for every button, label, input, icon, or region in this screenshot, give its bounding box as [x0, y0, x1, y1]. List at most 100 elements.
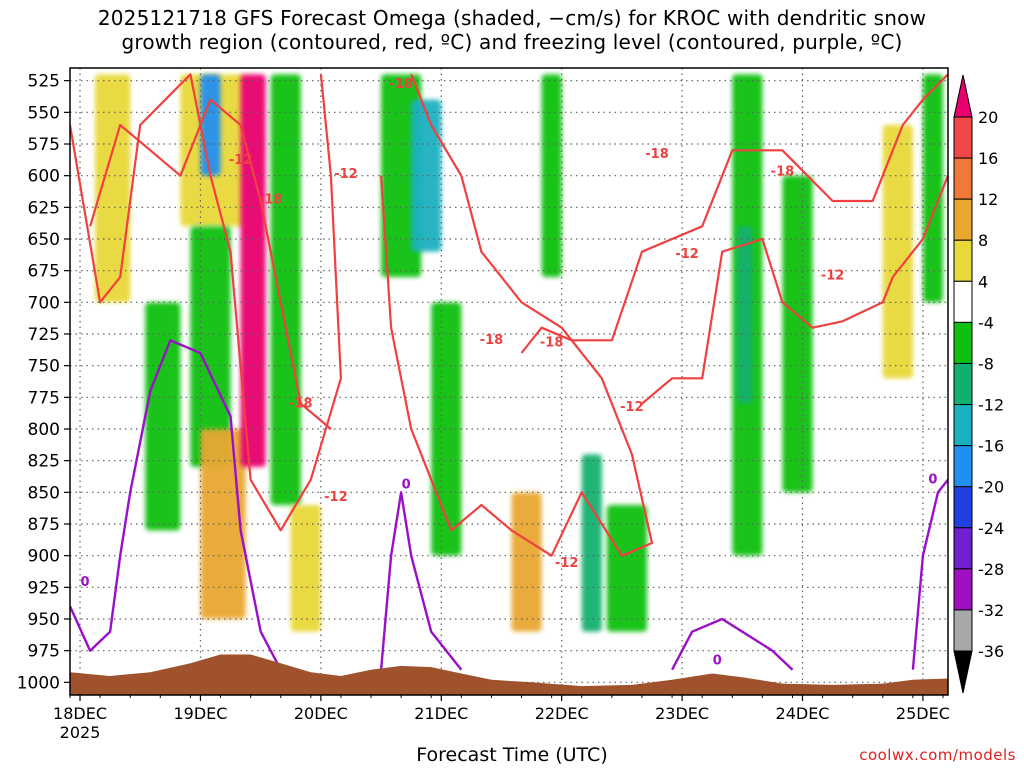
- y-tick-label: 575: [28, 135, 60, 155]
- x-axis-title: Forecast Time (UTC): [416, 744, 608, 766]
- y-tick-label: 850: [28, 483, 60, 503]
- dgz-contour-line: [70, 73, 342, 532]
- freezing-level-contour-line: [911, 478, 948, 670]
- omega-patch: [290, 505, 321, 632]
- y-tick-label: 775: [28, 388, 60, 408]
- freezing-level-contour-line: [70, 339, 282, 671]
- contour-label: -18: [645, 147, 669, 162]
- y-tick-label: 600: [28, 167, 60, 187]
- y-tick-label: 925: [28, 578, 60, 598]
- y-tick-label: 975: [28, 642, 60, 662]
- omega-patch: [606, 505, 647, 632]
- omega-patch: [581, 454, 602, 632]
- colorbar-label: 16: [978, 149, 998, 168]
- colorbar-segment: [953, 568, 973, 611]
- chart-title-line1: 2025121718 GFS Forecast Omega (shaded, −…: [97, 6, 927, 30]
- x-tick-label: 21DEC: [414, 704, 468, 723]
- dgz-contour-line: [380, 73, 654, 557]
- x-tick-label: 24DEC: [776, 704, 830, 723]
- colorbar-segment: [953, 198, 973, 241]
- colorbar-label: 12: [978, 190, 998, 209]
- omega-patch: [190, 226, 231, 467]
- contour-label-layer: -18 -12 -12 -18 -18 -12 -18 -18 -12 -12 -18 -12 -18 -…: [81, 77, 938, 668]
- colorbar-segment: [953, 486, 973, 529]
- colorbar-label: -28: [978, 560, 1004, 579]
- colorbar-label: -16: [978, 437, 1004, 456]
- colorbar-label: -8: [978, 354, 994, 373]
- y-tick-label: 875: [28, 515, 60, 535]
- colorbar-label: 8: [978, 231, 988, 250]
- freezing-level-contour-line: [379, 491, 463, 671]
- colorbar-label: -4: [978, 313, 994, 332]
- contour-label: -12: [620, 400, 644, 415]
- omega-patch: [200, 74, 221, 176]
- x-tick-label: 18DEC: [53, 704, 107, 723]
- omega-patch: [95, 74, 131, 303]
- omega-patch: [200, 429, 246, 619]
- colorbar-segment: [953, 239, 973, 282]
- contour-label: -12: [675, 247, 699, 262]
- y-tick-label: 725: [28, 325, 60, 345]
- contour-label: 0: [402, 477, 411, 492]
- y-axis: 525 550 575 600 625 650 675 700 725 750 775 800 825 8…: [17, 72, 70, 693]
- omega-patch: [882, 125, 913, 379]
- x-tick-label: 23DEC: [655, 704, 709, 723]
- omega-patch: [737, 226, 753, 404]
- contour-label: -18: [480, 333, 504, 348]
- colorbar-segment: [953, 362, 973, 406]
- dgz-contour-line: [520, 73, 948, 354]
- colorbar-segment: [953, 527, 973, 570]
- colorbar-label: 4: [978, 272, 988, 291]
- dgz-contour-line: [89, 98, 332, 430]
- y-tick-label: 900: [28, 547, 60, 567]
- contour-label: -12: [324, 490, 348, 505]
- contour-label: 0: [928, 472, 937, 487]
- chart-title-line2: growth region (contoured, red, ºC) and f…: [121, 30, 903, 54]
- colorbar-segment: [953, 116, 973, 159]
- colorbar-segment: [953, 321, 973, 364]
- omega-patch: [511, 492, 542, 632]
- omega-patch: [145, 302, 181, 531]
- y-tick-label: 700: [28, 293, 60, 313]
- contour-label: -12: [334, 167, 358, 182]
- colorbar-label: -12: [978, 396, 1004, 415]
- x-tick-label: 20DEC: [294, 704, 348, 723]
- colorbar-segment: [953, 157, 973, 200]
- colorbar-label: -20: [978, 478, 1004, 497]
- y-tick-label: 750: [28, 357, 60, 377]
- x-tick-label: 19DEC: [173, 704, 227, 723]
- y-tick-label: 525: [28, 72, 60, 92]
- contour-label: -18: [771, 165, 795, 180]
- y-tick-label: 800: [28, 420, 60, 440]
- omega-patch: [270, 74, 301, 505]
- y-tick-label: 625: [28, 198, 60, 218]
- colorbar-segment: [953, 445, 973, 488]
- credit-link[interactable]: coolwx.com/models: [859, 746, 1016, 764]
- contour-label: -12: [821, 268, 845, 283]
- colorbar-label: -32: [978, 601, 1004, 620]
- colorbar-segment: [953, 404, 973, 447]
- plot-frame: [69, 67, 949, 696]
- contour-label: -18: [259, 192, 283, 207]
- contour-label: -18: [389, 77, 413, 92]
- contour-label: 0: [713, 654, 722, 669]
- chart-title: 2025121718 GFS Forecast Omega (shaded, −…: [0, 6, 1024, 54]
- colorbar: 20 16 12 8 4 -4 -8 -12 -16 -20 -24 -28 -32 -36: [953, 74, 1004, 694]
- colorbar-label: -36: [978, 642, 1004, 661]
- contour-label: -18: [540, 336, 564, 351]
- colorbar-segment: [953, 609, 973, 652]
- contour-label: -12: [555, 556, 579, 571]
- omega-patch: [922, 74, 943, 303]
- ground-terrain: [70, 654, 948, 695]
- omega-patch: [541, 74, 562, 277]
- colorbar-segment: [953, 280, 973, 323]
- ground-layer: [70, 654, 948, 695]
- colorbar-label: 20: [978, 108, 998, 127]
- y-tick-label: 825: [28, 452, 60, 472]
- grid-layer: [70, 68, 948, 695]
- colorbar-label: -24: [978, 519, 1004, 538]
- x-axis: 18DEC 19DEC 20DEC 21DEC 22DEC 23DEC 24DEC 25DEC…: [53, 695, 950, 742]
- omega-patch: [240, 74, 266, 467]
- dgz-contour-line: [641, 175, 948, 405]
